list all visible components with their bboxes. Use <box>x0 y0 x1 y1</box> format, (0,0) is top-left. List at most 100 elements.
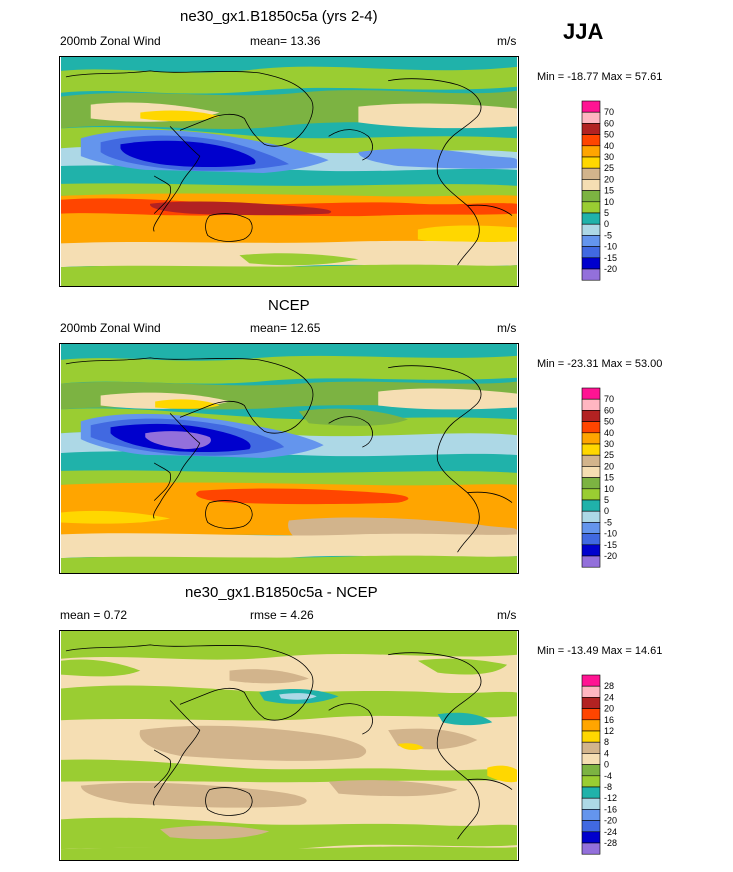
colorbar-box <box>581 145 601 158</box>
colorbar-label: -15 <box>604 253 617 263</box>
colorbar-label: 4 <box>604 748 609 758</box>
colorbar-label: 10 <box>604 197 614 207</box>
colorbar-label: 50 <box>604 417 614 427</box>
colorbar-box <box>581 708 601 721</box>
colorbar-label: 24 <box>604 692 614 702</box>
colorbar-label: 25 <box>604 163 614 173</box>
colorbar-label: 16 <box>604 715 614 725</box>
colorbar-label: 12 <box>604 726 614 736</box>
colorbar-box <box>581 775 601 788</box>
colorbar-label: 70 <box>604 107 614 117</box>
colorbar-box <box>581 454 601 467</box>
colorbar-label: -5 <box>604 517 612 527</box>
colorbar-label: 60 <box>604 405 614 415</box>
panel-2-title: NCEP <box>268 297 310 314</box>
colorbar-label: -12 <box>604 793 617 803</box>
panel-2-mean-label: mean= 12.65 <box>250 321 321 335</box>
colorbar-box <box>581 797 601 810</box>
colorbar-label: -24 <box>604 827 617 837</box>
colorbar-label: 30 <box>604 439 614 449</box>
colorbar-label: -20 <box>604 264 617 274</box>
colorbar-label: -15 <box>604 540 617 550</box>
colorbar-label: 8 <box>604 737 609 747</box>
panel-3-mean-label: mean = 0.72 <box>60 608 128 622</box>
colorbar-box <box>581 223 601 236</box>
colorbar-label: 70 <box>604 394 614 404</box>
panel-2-minmax: Min = -23.31 Max = 53.00 <box>537 358 663 370</box>
colorbar-label: -10 <box>604 242 617 252</box>
colorbar-box <box>581 741 601 754</box>
panel-1-variable-label: 200mb Zonal Wind <box>60 34 161 48</box>
colorbar-label: 5 <box>604 495 609 505</box>
colorbar-box <box>581 831 601 844</box>
colorbar-box <box>581 533 601 546</box>
colorbar-box <box>581 443 601 456</box>
colorbar-box <box>581 730 601 743</box>
colorbar-label: 28 <box>604 681 614 691</box>
colorbar-boxes <box>581 387 601 568</box>
colorbar-box <box>581 544 601 557</box>
colorbar-label: 40 <box>604 141 614 151</box>
colorbar-box <box>581 212 601 225</box>
colorbar-label: -10 <box>604 529 617 539</box>
panel-3-minmax: Min = -13.49 Max = 14.61 <box>537 645 663 657</box>
colorbar-label: 0 <box>604 219 609 229</box>
colorbar-label: 5 <box>604 208 609 218</box>
colorbar-box <box>581 235 601 247</box>
colorbar-box <box>581 488 601 501</box>
colorbar-label: -8 <box>604 782 612 792</box>
panel-3-map <box>59 630 519 861</box>
colorbar-box <box>581 268 601 281</box>
colorbar-label: -20 <box>604 551 617 561</box>
colorbar-box <box>581 764 601 777</box>
colorbar-label: -20 <box>604 816 617 826</box>
panel-2-variable-label: 200mb Zonal Wind <box>60 321 161 335</box>
colorbar-label: 50 <box>604 130 614 140</box>
season-label: JJA <box>563 19 604 44</box>
colorbar-box <box>581 100 601 113</box>
colorbar-label: 20 <box>604 461 614 471</box>
colorbar-box <box>581 246 601 259</box>
colorbar-box <box>581 111 601 124</box>
colorbar-box <box>581 685 601 698</box>
panel-3-rmse-label: rmse = 4.26 <box>250 608 314 622</box>
colorbar-label: 10 <box>604 484 614 494</box>
colorbar-box <box>581 674 601 687</box>
colorbar-box <box>581 697 601 709</box>
colorbar-box <box>581 179 601 191</box>
colorbar-label: 0 <box>604 760 609 770</box>
colorbar-box <box>581 134 601 147</box>
colorbar-box <box>581 167 601 180</box>
colorbar-box <box>581 719 601 732</box>
panel-3-title: ne30_gx1.B1850c5a - NCEP <box>185 584 378 601</box>
colorbar-box <box>581 753 601 765</box>
colorbar-box <box>581 555 601 568</box>
panel-2-map <box>59 343 519 574</box>
colorbar-label: 0 <box>604 506 609 516</box>
panel-1-minmax: Min = -18.77 Max = 57.61 <box>537 71 663 83</box>
colorbar-label: 40 <box>604 428 614 438</box>
panel-3-units: m/s <box>497 608 517 622</box>
colorbar-label: 20 <box>604 704 614 714</box>
colorbar-box <box>581 398 601 411</box>
panel-2-units: m/s <box>497 321 517 335</box>
colorbar-boxes <box>581 674 601 855</box>
colorbar-label: 15 <box>604 473 614 483</box>
colorbar-label: -5 <box>604 230 612 240</box>
colorbar-box <box>581 123 601 135</box>
colorbar-label: 30 <box>604 152 614 162</box>
colorbar-box <box>581 499 601 512</box>
colorbar-box <box>581 421 601 434</box>
colorbar-box <box>581 842 601 855</box>
colorbar-box <box>581 477 601 490</box>
panel-1-units: m/s <box>497 34 517 48</box>
panel-1-map <box>59 56 519 287</box>
colorbar-label: -4 <box>604 771 612 781</box>
colorbar-label: 60 <box>604 118 614 128</box>
colorbar-boxes <box>581 100 601 281</box>
